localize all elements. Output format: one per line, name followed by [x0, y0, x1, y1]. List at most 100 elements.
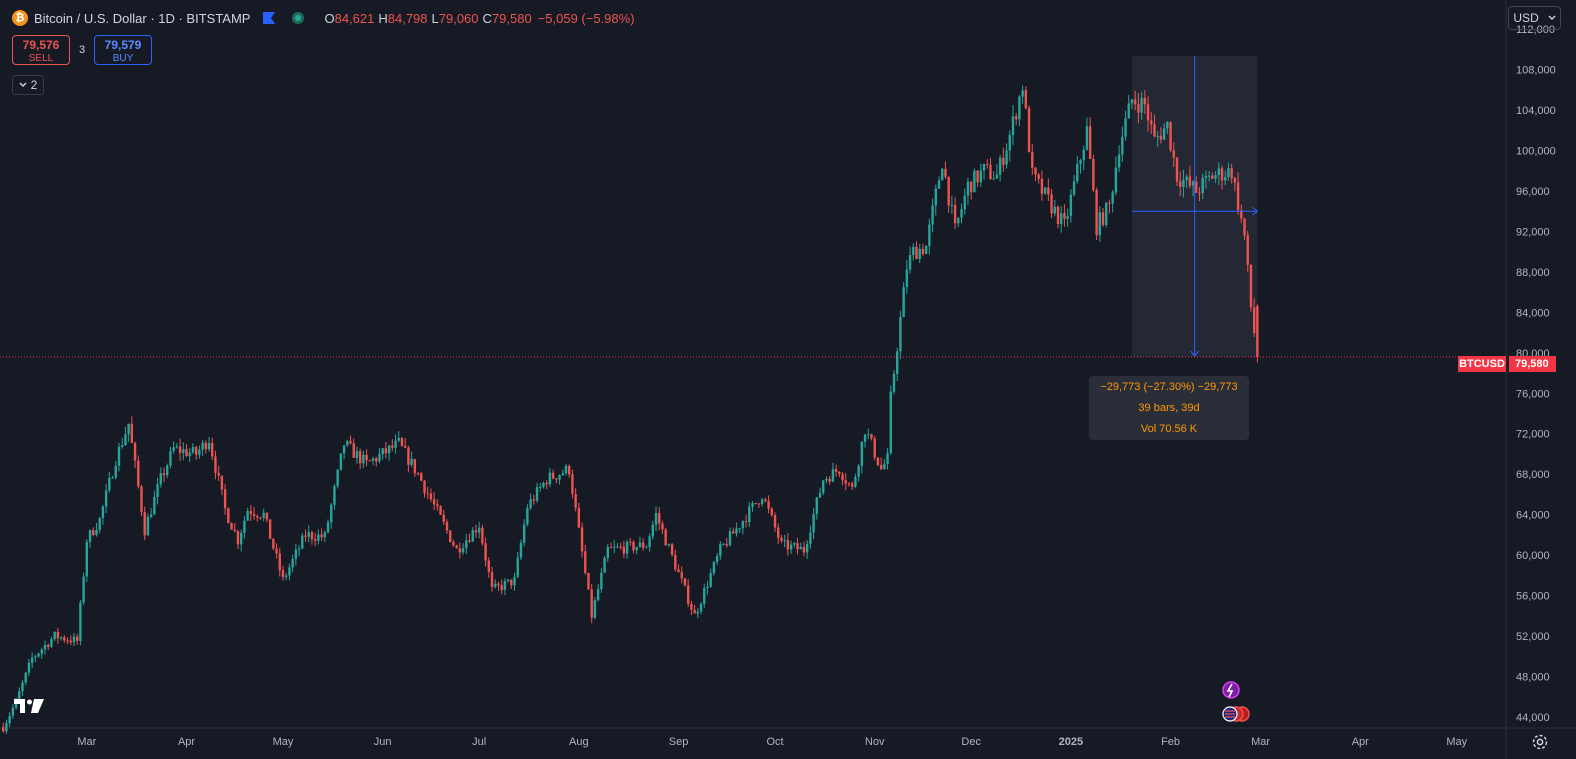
candle-body: [1166, 121, 1169, 129]
sell-button[interactable]: 79,576 SELL: [12, 35, 70, 65]
y-tick-label: 56,000: [1516, 591, 1550, 603]
candle-body: [571, 474, 574, 495]
events-icon[interactable]: [1216, 680, 1260, 724]
candle-body: [1124, 118, 1127, 137]
candle-body: [272, 538, 275, 549]
candle-body: [815, 497, 819, 515]
measurement-arrow-head: [1252, 206, 1259, 216]
candle-body: [632, 541, 635, 551]
candle-body: [924, 246, 928, 255]
candle-body: [166, 465, 169, 476]
candle-body: [928, 224, 931, 247]
candle-body: [159, 473, 162, 485]
candle-body: [114, 465, 117, 478]
y-tick-label: 104,000: [1516, 105, 1556, 117]
measurement-arrow-head: [1190, 350, 1200, 357]
candle-body: [1117, 154, 1121, 168]
candle-body: [349, 441, 352, 444]
candle-body: [551, 472, 555, 479]
candle-body: [622, 546, 626, 554]
symbol-title[interactable]: Bitcoin / U.S. Dollar · 1D · BITSTAMP: [34, 10, 251, 26]
candle-body: [243, 520, 246, 533]
candle-body: [613, 546, 616, 548]
candle-body: [252, 514, 256, 517]
candle-body: [43, 644, 47, 650]
x-tick-label: 2025: [1059, 736, 1083, 748]
candle-body: [995, 174, 999, 179]
candle-body: [896, 351, 899, 374]
candle-body: [513, 576, 516, 586]
candle-body: [732, 531, 735, 534]
indicators-toggle-button[interactable]: 2: [12, 75, 44, 95]
candle-body: [124, 434, 127, 445]
candle-body: [11, 707, 15, 716]
candle-body: [670, 544, 674, 555]
candle-body: [1037, 174, 1040, 179]
measurement-change: −29,773 (−27.30%) −29,773: [1100, 381, 1238, 393]
candle-body: [539, 486, 542, 488]
candle-body: [220, 475, 224, 490]
candle-body: [1021, 90, 1024, 97]
candle-body: [838, 471, 841, 475]
candle-body: [854, 476, 857, 487]
low-label: L: [431, 10, 439, 26]
candle-body: [1256, 306, 1259, 358]
candle-body: [342, 445, 346, 454]
candle-body: [355, 451, 359, 458]
candle-body: [1066, 215, 1069, 219]
candle-body: [378, 454, 381, 462]
candle-body: [69, 640, 72, 643]
candle-body: [873, 438, 876, 458]
candle-body: [973, 170, 976, 193]
symbol-legend: ₿ Bitcoin / U.S. Dollar · 1D · BITSTAMP …: [12, 8, 635, 28]
candle-body: [860, 441, 864, 466]
candle-body: [233, 529, 236, 532]
low-value: 79,060: [438, 10, 479, 26]
candle-body: [908, 255, 912, 270]
close-value: 79,580: [491, 10, 532, 26]
candle-body: [162, 473, 166, 476]
buy-price: 79,579: [104, 38, 142, 52]
candle-body: [191, 447, 195, 453]
candle-body: [149, 514, 153, 517]
settings-icon[interactable]: [1530, 732, 1550, 752]
candle-body: [307, 532, 310, 537]
candle-body: [709, 573, 712, 587]
candle-body: [265, 512, 269, 520]
buy-button[interactable]: 79,579 BUY: [94, 35, 152, 65]
candle-body: [879, 465, 883, 469]
close-label: C: [482, 10, 492, 26]
candle-body: [288, 567, 291, 576]
candle-body: [715, 555, 719, 562]
flag-icon[interactable]: [262, 11, 276, 25]
candle-body: [1127, 103, 1130, 119]
candle-body: [410, 458, 413, 465]
candle-body: [1230, 168, 1233, 179]
candle-body: [484, 543, 487, 561]
candle-body: [532, 499, 536, 501]
candle-body: [2, 727, 5, 732]
candle-body: [1207, 175, 1211, 177]
candle-body: [609, 547, 613, 549]
candle-body: [301, 535, 304, 549]
candle-body: [313, 539, 317, 541]
candle-body: [194, 447, 198, 455]
candle-body: [133, 442, 137, 461]
candle-body: [1063, 213, 1066, 219]
candle-body: [574, 494, 577, 508]
candle-body: [1220, 168, 1224, 181]
tradingview-logo[interactable]: [14, 697, 46, 715]
candle-body: [130, 423, 134, 443]
x-tick-label: Nov: [865, 736, 885, 748]
candle-body: [1005, 150, 1008, 165]
candle-body: [178, 446, 182, 453]
candle-body: [455, 545, 458, 549]
candle-body: [1082, 149, 1085, 161]
bitcoin-icon: ₿: [12, 10, 28, 26]
candle-body: [818, 492, 822, 498]
currency-select[interactable]: USD: [1508, 6, 1561, 30]
currency-value: USD: [1513, 11, 1539, 25]
candle-body: [281, 570, 285, 577]
